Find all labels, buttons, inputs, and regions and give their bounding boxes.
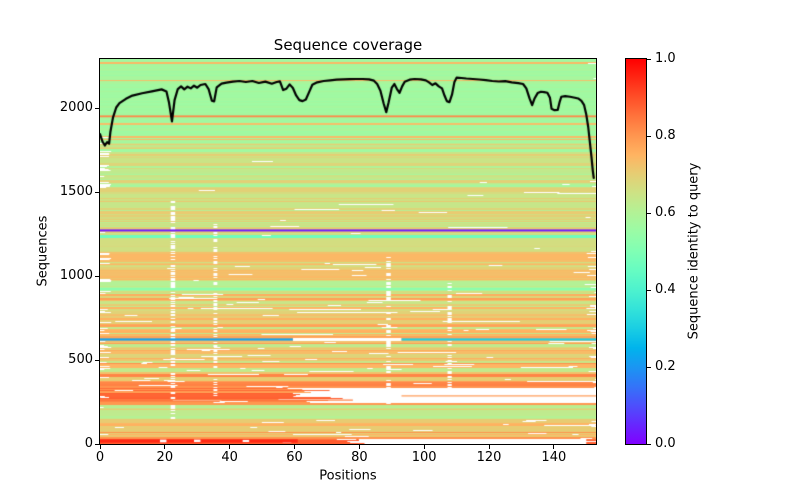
x-tick-label: 80 xyxy=(351,450,368,465)
x-tick-label: 120 xyxy=(476,450,502,465)
y-tick-label: 2000 xyxy=(59,99,93,115)
colorbar-tick-label: 0.0 xyxy=(655,435,676,451)
x-tick-mark xyxy=(358,445,360,449)
y-tick-label: 1000 xyxy=(59,267,93,283)
x-tick-label: 140 xyxy=(541,450,567,465)
x-tick-label: 100 xyxy=(411,450,437,465)
y-tick-mark xyxy=(95,107,99,109)
x-axis-label: Positions xyxy=(319,468,377,484)
colorbar-tick-mark xyxy=(647,443,651,445)
x-tick-mark xyxy=(164,445,166,449)
x-tick-mark xyxy=(553,445,555,449)
y-tick-mark xyxy=(95,359,99,361)
colorbar-tick-label: 0.6 xyxy=(655,204,676,220)
colorbar xyxy=(625,58,647,445)
x-tick-label: 40 xyxy=(221,450,238,465)
x-tick-label: 0 xyxy=(95,450,105,465)
y-tick-mark xyxy=(95,443,99,445)
colorbar-tick-label: 1.0 xyxy=(655,50,676,66)
y-tick-label: 1500 xyxy=(59,183,93,199)
colorbar-gradient xyxy=(626,59,646,444)
colorbar-tick-mark xyxy=(647,135,651,137)
x-tick-mark xyxy=(488,445,490,449)
x-tick-label: 60 xyxy=(286,450,303,465)
colorbar-tick-mark xyxy=(647,58,651,60)
y-tick-label: 0 xyxy=(84,435,93,451)
plot-area xyxy=(99,58,597,445)
x-tick-label: 20 xyxy=(156,450,174,465)
colorbar-tick-mark xyxy=(647,366,651,368)
chart-title: Sequence coverage xyxy=(273,36,423,54)
y-tick-mark xyxy=(95,191,99,193)
x-tick-mark xyxy=(99,445,101,449)
x-tick-mark xyxy=(294,445,295,449)
colorbar-tick-label: 0.8 xyxy=(655,127,676,143)
msa-heatmap-canvas xyxy=(100,59,596,444)
colorbar-tick-mark xyxy=(647,212,651,214)
colorbar-tick-mark xyxy=(647,289,651,291)
x-tick-mark xyxy=(423,445,425,449)
y-tick-mark xyxy=(95,275,99,277)
colorbar-tick-label: 0.2 xyxy=(655,358,676,374)
x-tick-mark xyxy=(229,445,231,449)
y-tick-label: 500 xyxy=(68,351,93,367)
colorbar-tick-label: 0.4 xyxy=(655,281,676,297)
colorbar-label: Sequence identity to query xyxy=(686,162,702,340)
